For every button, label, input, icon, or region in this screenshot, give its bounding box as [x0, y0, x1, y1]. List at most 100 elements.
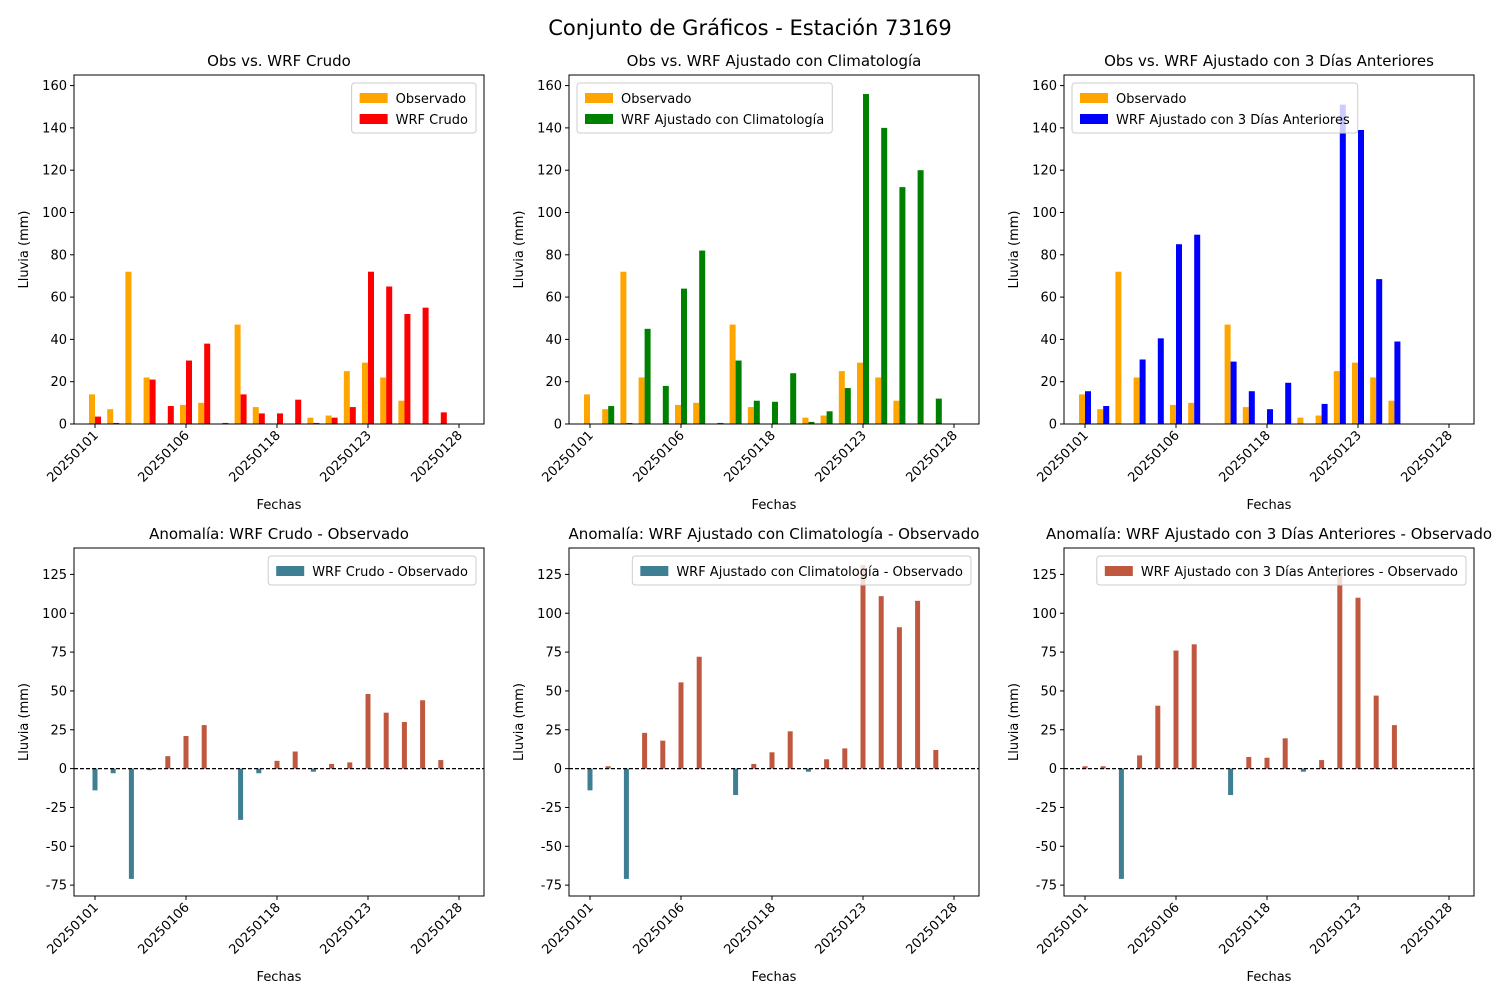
bar-wrf_3d — [1230, 361, 1237, 424]
bar-wrf_clim — [717, 422, 724, 424]
anomaly-bar — [110, 768, 116, 774]
anomaly-bar — [1100, 766, 1106, 769]
bar-wrf_crudo — [422, 307, 429, 424]
bar-wrf_clim — [626, 422, 633, 424]
y-tick-label: 120 — [537, 164, 562, 179]
bar-wrf_crudo — [222, 422, 229, 424]
x-tick-label: 20250128 — [408, 428, 465, 485]
subplot-2: Obs vs. WRF Ajustado con Climatología020… — [512, 52, 980, 513]
legend: WRF Ajustado con Climatología - Observad… — [631, 555, 972, 586]
x-tick-label: 20250123 — [1307, 428, 1364, 485]
x-axis-label: Fechas — [1247, 970, 1292, 985]
bar-wrf_clim — [790, 373, 797, 424]
bar-wrf_crudo — [313, 422, 320, 424]
y-tick-label: 100 — [537, 607, 562, 622]
bar-wrf_clim — [644, 328, 651, 424]
anomaly-bar — [310, 768, 316, 772]
legend-label: WRF Crudo — [396, 113, 468, 128]
anomaly-bar — [915, 600, 921, 769]
subplot-1: Obs vs. WRF Crudo 0 20 40 60 80 100 120 140 160 20… — [17, 52, 485, 513]
x-tick-label: 20250128 — [1398, 900, 1455, 957]
x-tick-label: 20250123 — [812, 900, 869, 957]
anomaly-bar — [1155, 705, 1161, 769]
legend-swatch — [585, 93, 613, 103]
bar-wrf_crudo — [277, 413, 283, 424]
anomaly-bar — [896, 627, 902, 769]
bar-wrf_3d — [1157, 338, 1164, 424]
legend-frame — [267, 555, 477, 586]
y-tick-label: -75 — [1036, 879, 1057, 894]
bar-observed — [398, 400, 405, 424]
y-tick-label: 160 — [537, 79, 562, 94]
bar-wrf_clim — [735, 360, 742, 424]
subplot-6: Anomalía: WRF Ajustado con 3 Días Anteri… — [1007, 525, 1492, 985]
anomaly-bar — [769, 752, 775, 769]
x-tick-label: 20250118 — [721, 900, 778, 957]
y-axis-label: Lluvia (mm) — [512, 683, 527, 761]
legend-label: WRF Ajustado con 3 Días Anteriores — [1116, 113, 1350, 128]
bar-observed — [838, 371, 845, 424]
bar-wrf_3d — [1248, 391, 1255, 424]
bar-observed — [362, 362, 368, 424]
legend-frame — [631, 555, 972, 586]
anomaly-bar — [1137, 755, 1143, 769]
bar-observed — [1188, 402, 1195, 424]
bar-wrf_clim — [699, 250, 706, 424]
legend-swatch — [585, 114, 613, 124]
x-tick-label: 20250118 — [721, 428, 778, 485]
bar-wrf_3d — [1176, 244, 1182, 424]
x-tick-label: 20250101 — [44, 428, 101, 485]
y-tick-label: 75 — [1040, 646, 1057, 661]
bar-wrf_clim — [844, 388, 851, 424]
y-tick-label: 100 — [42, 607, 67, 622]
bar-wrf_clim — [608, 406, 615, 424]
legend: Observado WRF Crudo — [351, 82, 477, 134]
y-tick-label: 50 — [50, 684, 67, 699]
y-axis-label: Lluvia (mm) — [1007, 211, 1022, 289]
axes-frame — [73, 547, 485, 897]
legend-swatch — [640, 566, 669, 576]
bar-wrf_crudo — [95, 416, 101, 424]
bar-wrf_crudo — [295, 399, 302, 424]
anomaly-bar — [860, 565, 866, 769]
y-tick-label: 60 — [1040, 291, 1057, 306]
bar-observed — [693, 402, 700, 424]
bar-wrf_3d — [1394, 341, 1401, 424]
y-tick-label: 0 — [1049, 762, 1057, 777]
bar-observed — [820, 415, 827, 424]
bar-wrf_clim — [808, 421, 815, 424]
anomaly-bar — [1282, 738, 1288, 769]
anomaly-bar — [1300, 768, 1306, 772]
y-tick-label: 40 — [1040, 333, 1057, 348]
bar-observed — [180, 404, 186, 424]
legend-label: WRF Ajustado con 3 Días Anteriores - Obs… — [1141, 565, 1458, 580]
anomaly-bar — [401, 722, 407, 769]
y-tick-label: 125 — [1032, 568, 1057, 583]
bar-observed — [107, 409, 114, 424]
bar-observed — [857, 362, 863, 424]
axes-frame — [568, 547, 980, 897]
bar-wrf_3d — [1339, 104, 1346, 424]
anomaly-bar — [1319, 760, 1325, 769]
legend-swatch — [1080, 114, 1108, 124]
y-tick-label: 60 — [545, 291, 562, 306]
anomaly-bar — [824, 759, 830, 769]
y-tick-label: 40 — [545, 333, 562, 348]
bar-wrf_crudo — [368, 271, 374, 424]
axes-frame — [568, 74, 980, 425]
bar-wrf_3d — [1194, 234, 1201, 424]
y-tick-label: 100 — [537, 206, 562, 221]
y-tick-label: 0 — [554, 762, 562, 777]
anomaly-bar — [605, 766, 611, 769]
y-tick-label: 0 — [59, 418, 67, 433]
anomaly-bar — [787, 731, 793, 769]
y-tick-label: 140 — [42, 121, 67, 136]
bar-observed — [198, 402, 205, 424]
y-axis-label: Lluvia (mm) — [17, 211, 32, 289]
y-tick-label: 125 — [42, 568, 67, 583]
x-tick-label: 20250106 — [135, 428, 192, 485]
y-tick-label: 20 — [545, 375, 562, 390]
legend-frame — [1096, 555, 1467, 586]
y-tick-label: -25 — [1036, 801, 1057, 816]
